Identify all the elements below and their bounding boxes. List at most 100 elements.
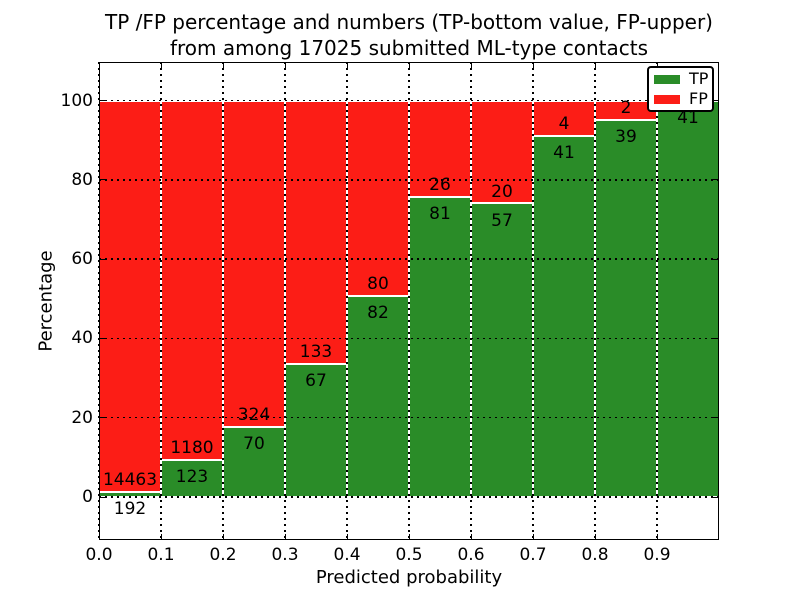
bar-tp-segment [161,459,223,497]
fp-count-label: 324 [237,404,271,425]
y-tick [100,100,105,101]
tp-count-label: 41 [677,107,699,128]
v-gridline [594,62,596,540]
x-tick-top [222,63,224,68]
x-tick-label: 0.9 [643,545,671,565]
x-tick [408,534,410,539]
fp-count-label: 26 [429,174,451,195]
tp-count-label: 67 [305,371,327,392]
x-tick-label: 0.0 [85,545,113,565]
x-tick-label: 0.2 [209,545,237,565]
v-gridline [160,62,162,540]
x-tick-top [532,63,534,68]
y-tick [100,417,105,419]
x-tick-label: 0.7 [519,545,547,565]
x-tick-label: 0.4 [333,545,361,565]
x-tick-label: 0.1 [147,545,175,565]
bar-fp-segment [471,100,533,204]
fp-count-label: 80 [367,274,389,295]
tp-count-label: 192 [113,498,147,519]
y-tick-right [713,100,718,101]
v-gridline [408,62,410,540]
bar-tp-segment [657,100,719,497]
y-tick-right [713,337,718,339]
y-tick-label: 60 [71,249,93,270]
x-tick-top [346,63,348,68]
v-gridline [532,62,534,540]
v-gridline [284,62,286,540]
chart-title-line2: from among 17025 submitted ML-type conta… [169,36,649,60]
fp-count-label: 20 [491,181,513,202]
y-tick [100,179,105,181]
bar-tp-segment [533,135,595,497]
v-gridline [656,62,658,540]
x-axis-label: Predicted probability [315,567,503,588]
y-tick-label: 20 [71,407,93,428]
fp-count-label: 1180 [170,437,214,458]
legend-entry-tp: TP [654,71,708,87]
fp-count-label: 2 [620,97,632,118]
x-tick [222,534,224,539]
bar-tp-segment [409,196,471,497]
y-tick-right [713,417,718,419]
y-tick-label: 100 [60,90,93,111]
chart-title: TP /FP percentage and numbers (TP-bottom… [99,9,719,61]
y-tick-label: 80 [71,169,93,190]
x-tick-top [594,63,596,68]
fp-count-label: 14463 [102,469,158,490]
x-tick-label: 0.5 [395,545,423,565]
x-tick-label: 0.8 [581,545,609,565]
x-tick-top [284,63,286,68]
chart-title-line1: TP /FP percentage and numbers (TP-bottom… [105,10,713,34]
bar-tp-segment [347,296,409,497]
y-tick-label: 0 [82,487,93,507]
x-tick [160,534,162,539]
tp-count-label: 57 [491,210,513,231]
fp-swatch-icon [654,94,680,104]
y-tick [100,496,105,498]
y-tick-right [713,258,718,260]
y-tick-right [713,179,718,181]
tp-count-label: 123 [175,466,209,487]
tp-count-label: 70 [243,433,265,454]
x-tick-top [470,63,472,68]
x-tick-top [408,63,410,68]
bar-tp-segment [471,203,533,497]
legend-entry-fp: FP [654,91,708,107]
tp-count-label: 82 [367,303,389,324]
y-tick-right [713,496,718,498]
bar-fp-segment [285,100,347,365]
x-tick [470,534,472,539]
x-tick [98,534,100,539]
x-tick-top [98,63,100,68]
v-gridline [98,62,100,540]
bar-fp-segment [99,100,161,492]
legend: TP FP [647,66,714,112]
tp-count-label: 41 [553,142,575,163]
fp-count-label: 133 [299,342,333,363]
tp-swatch-icon [654,74,680,84]
x-tick [594,534,596,539]
x-tick-label: 0.3 [271,545,299,565]
y-tick [100,258,105,260]
x-tick-top [656,63,658,68]
tp-count-label: 81 [429,203,451,224]
tp-count-label: 39 [615,126,637,147]
v-gridline [470,62,472,540]
x-tick [656,534,658,539]
y-tick-label: 40 [71,328,93,349]
bar-fp-segment [347,100,409,297]
bar-tp-segment [595,119,657,497]
x-tick-top [160,63,162,68]
y-tick [100,337,105,339]
v-gridline [222,62,224,540]
x-tick-label: 0.6 [457,545,485,565]
x-tick [346,534,348,539]
fp-count-label: 4 [558,113,570,134]
v-gridline [346,62,348,540]
x-tick [284,534,286,539]
legend-label-fp: FP [689,89,708,108]
legend-label-tp: TP [689,69,709,88]
x-tick [532,534,534,539]
